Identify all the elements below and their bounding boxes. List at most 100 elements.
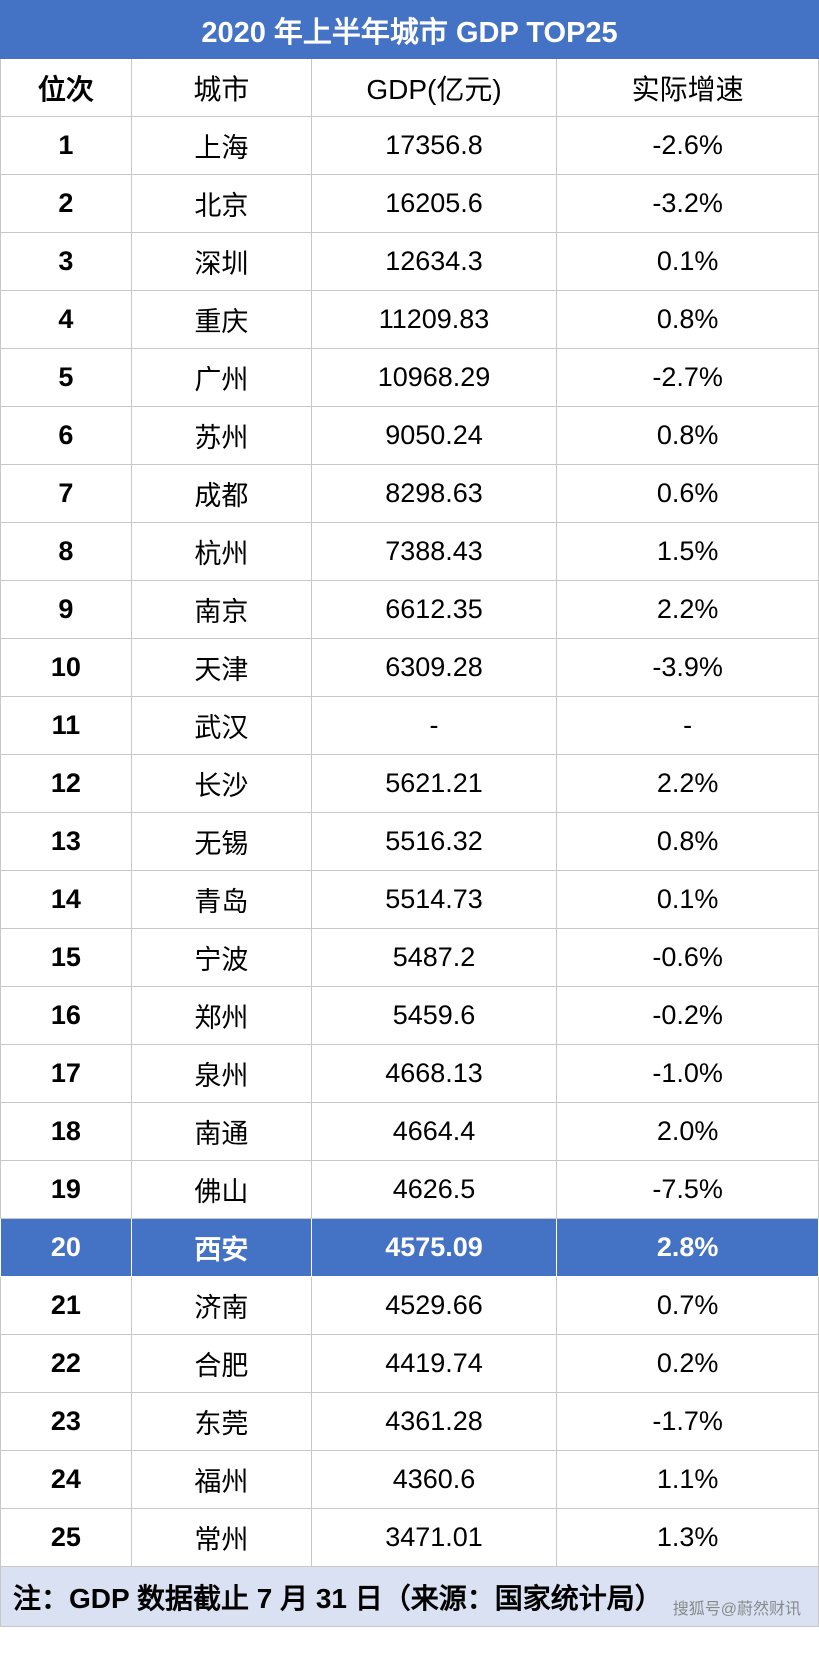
rank-cell: 14 — [1, 871, 132, 929]
table-row: 10天津6309.28-3.9% — [1, 639, 819, 697]
col-header-growth: 实际增速 — [557, 59, 819, 117]
city-cell: 北京 — [131, 175, 311, 233]
city-cell: 郑州 — [131, 987, 311, 1045]
city-cell: 南京 — [131, 581, 311, 639]
gdp-cell: 3471.01 — [311, 1509, 556, 1567]
table-row: 8杭州7388.431.5% — [1, 523, 819, 581]
city-cell: 宁波 — [131, 929, 311, 987]
table-row: 3深圳12634.30.1% — [1, 233, 819, 291]
growth-cell: -3.9% — [557, 639, 819, 697]
growth-cell: 2.2% — [557, 581, 819, 639]
growth-cell: 0.8% — [557, 813, 819, 871]
growth-cell: 0.6% — [557, 465, 819, 523]
city-cell: 无锡 — [131, 813, 311, 871]
gdp-cell: 4529.66 — [311, 1277, 556, 1335]
rank-cell: 11 — [1, 697, 132, 755]
growth-cell: 1.1% — [557, 1451, 819, 1509]
growth-cell: -0.2% — [557, 987, 819, 1045]
col-header-gdp: GDP(亿元) — [311, 59, 556, 117]
table-footer: 注：GDP 数据截止 7 月 31 日（来源：国家统计局） — [1, 1567, 819, 1627]
gdp-cell: 4668.13 — [311, 1045, 556, 1103]
table-row: 22合肥4419.740.2% — [1, 1335, 819, 1393]
city-cell: 福州 — [131, 1451, 311, 1509]
rank-cell: 17 — [1, 1045, 132, 1103]
table-row: 7成都8298.630.6% — [1, 465, 819, 523]
city-cell: 西安 — [131, 1219, 311, 1277]
table-row: 13无锡5516.320.8% — [1, 813, 819, 871]
growth-cell: 2.2% — [557, 755, 819, 813]
rank-cell: 12 — [1, 755, 132, 813]
city-cell: 东莞 — [131, 1393, 311, 1451]
table-row: 19佛山4626.5-7.5% — [1, 1161, 819, 1219]
gdp-cell: 4361.28 — [311, 1393, 556, 1451]
gdp-cell: 17356.8 — [311, 117, 556, 175]
gdp-cell: 6612.35 — [311, 581, 556, 639]
gdp-cell: 4419.74 — [311, 1335, 556, 1393]
growth-cell: 0.1% — [557, 233, 819, 291]
city-cell: 济南 — [131, 1277, 311, 1335]
growth-cell: -0.6% — [557, 929, 819, 987]
table-row: 4重庆11209.830.8% — [1, 291, 819, 349]
city-cell: 常州 — [131, 1509, 311, 1567]
table-row: 6苏州9050.240.8% — [1, 407, 819, 465]
table-row: 2北京16205.6-3.2% — [1, 175, 819, 233]
table-row: 20西安4575.092.8% — [1, 1219, 819, 1277]
growth-cell: -7.5% — [557, 1161, 819, 1219]
table-row: 1上海17356.8-2.6% — [1, 117, 819, 175]
rank-cell: 1 — [1, 117, 132, 175]
table-row: 21济南4529.660.7% — [1, 1277, 819, 1335]
city-cell: 南通 — [131, 1103, 311, 1161]
gdp-cell: 4626.5 — [311, 1161, 556, 1219]
city-cell: 佛山 — [131, 1161, 311, 1219]
table-row: 5广州10968.29-2.7% — [1, 349, 819, 407]
rank-cell: 21 — [1, 1277, 132, 1335]
city-cell: 天津 — [131, 639, 311, 697]
rank-cell: 15 — [1, 929, 132, 987]
rank-cell: 13 — [1, 813, 132, 871]
city-cell: 重庆 — [131, 291, 311, 349]
growth-cell: 0.2% — [557, 1335, 819, 1393]
col-header-rank: 位次 — [1, 59, 132, 117]
gdp-cell: 9050.24 — [311, 407, 556, 465]
rank-cell: 4 — [1, 291, 132, 349]
gdp-cell: 5459.6 — [311, 987, 556, 1045]
growth-cell: -1.0% — [557, 1045, 819, 1103]
growth-cell: -2.6% — [557, 117, 819, 175]
table-row: 17泉州4668.13-1.0% — [1, 1045, 819, 1103]
growth-cell: -2.7% — [557, 349, 819, 407]
growth-cell: 1.3% — [557, 1509, 819, 1567]
table-title: 2020 年上半年城市 GDP TOP25 — [1, 1, 819, 59]
city-cell: 杭州 — [131, 523, 311, 581]
city-cell: 深圳 — [131, 233, 311, 291]
rank-cell: 5 — [1, 349, 132, 407]
gdp-cell: 5621.21 — [311, 755, 556, 813]
growth-cell: -3.2% — [557, 175, 819, 233]
growth-cell: 1.5% — [557, 523, 819, 581]
rank-cell: 19 — [1, 1161, 132, 1219]
city-cell: 青岛 — [131, 871, 311, 929]
gdp-cell: 16205.6 — [311, 175, 556, 233]
growth-cell: 0.7% — [557, 1277, 819, 1335]
city-cell: 广州 — [131, 349, 311, 407]
table-row: 11武汉-- — [1, 697, 819, 755]
city-cell: 长沙 — [131, 755, 311, 813]
rank-cell: 6 — [1, 407, 132, 465]
city-cell: 成都 — [131, 465, 311, 523]
gdp-cell: 5487.2 — [311, 929, 556, 987]
rank-cell: 23 — [1, 1393, 132, 1451]
rank-cell: 16 — [1, 987, 132, 1045]
rank-cell: 24 — [1, 1451, 132, 1509]
growth-cell: 2.8% — [557, 1219, 819, 1277]
gdp-cell: 11209.83 — [311, 291, 556, 349]
table-header-row: 位次 城市 GDP(亿元) 实际增速 — [1, 59, 819, 117]
gdp-cell: 4575.09 — [311, 1219, 556, 1277]
city-cell: 合肥 — [131, 1335, 311, 1393]
table-row: 25常州3471.011.3% — [1, 1509, 819, 1567]
gdp-cell: 8298.63 — [311, 465, 556, 523]
gdp-cell: 7388.43 — [311, 523, 556, 581]
gdp-cell: 4664.4 — [311, 1103, 556, 1161]
table-title-row: 2020 年上半年城市 GDP TOP25 — [1, 1, 819, 59]
table-row: 18南通4664.42.0% — [1, 1103, 819, 1161]
rank-cell: 20 — [1, 1219, 132, 1277]
table-row: 15宁波5487.2-0.6% — [1, 929, 819, 987]
